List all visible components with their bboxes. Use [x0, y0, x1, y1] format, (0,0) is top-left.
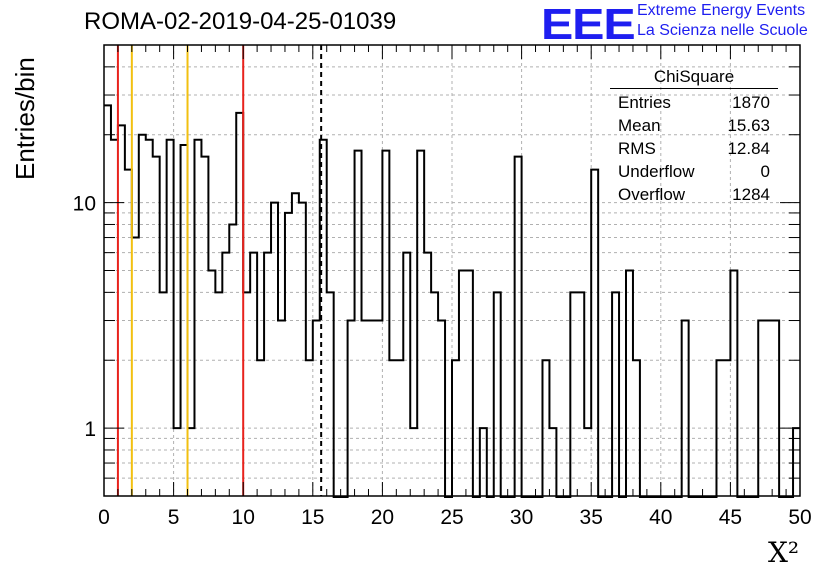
- histogram-bin: [222, 253, 229, 496]
- stats-value: 1870: [732, 93, 770, 112]
- histogram-bin: [208, 271, 215, 497]
- histogram-bin: [612, 292, 619, 496]
- x-tick-label: 15: [301, 506, 324, 529]
- x-tick-label: 10: [232, 506, 255, 529]
- histogram-bin: [125, 170, 132, 496]
- histogram-bin: [313, 321, 320, 496]
- x-tick-label: 40: [649, 506, 672, 529]
- eee-logo: EEE: [541, 0, 636, 49]
- stats-label: RMS: [618, 139, 656, 158]
- logo-caption-line1: Extreme Energy Events: [637, 2, 806, 19]
- axis-ticks: [103, 44, 801, 497]
- stats-title: ChiSquare: [610, 67, 778, 89]
- histogram-outline: [104, 104, 800, 498]
- histogram-series: [104, 104, 800, 498]
- histogram-bin: [250, 253, 257, 496]
- histogram-bin: [215, 292, 222, 496]
- histogram-bin: [278, 321, 285, 496]
- histogram-bin: [730, 271, 737, 497]
- x-tick-label: 25: [440, 506, 463, 529]
- stats-label: Entries: [618, 93, 671, 112]
- tick-labels: 0 5 10 15 20 25 30 35 40 45 50 1 10: [73, 193, 812, 529]
- x-tick-label: 5: [168, 506, 180, 529]
- stats-value: 0: [760, 162, 770, 181]
- stats-box: ChiSquare Entries 1870 Mean 15.63 RMS 12…: [610, 67, 778, 206]
- x-tick-label: 35: [580, 506, 603, 529]
- y-tick-label: 10: [73, 193, 96, 216]
- stats-row: RMS 12.84: [610, 137, 778, 160]
- histogram-bin: [494, 292, 501, 496]
- histogram-bin: [772, 321, 779, 496]
- histogram-bin: [104, 105, 111, 496]
- histogram-bin: [292, 193, 299, 496]
- histogram-bin: [459, 271, 466, 497]
- x-tick-label: 0: [98, 506, 110, 529]
- x-tick-label: 20: [371, 506, 394, 529]
- histogram-bin: [765, 321, 772, 496]
- histogram-bin: [153, 157, 160, 496]
- x-tick-label: 45: [719, 506, 742, 529]
- stats-row: Underflow 0: [610, 160, 778, 183]
- chart-title: ROMA-02-2019-04-25-01039: [84, 8, 397, 35]
- y-tick-label: 1: [84, 418, 96, 441]
- histogram-bin: [577, 292, 584, 496]
- histogram-bin: [758, 321, 765, 496]
- histogram-bin: [285, 213, 292, 496]
- stats-row: Mean 15.63: [610, 114, 778, 137]
- histogram-bin: [201, 157, 208, 496]
- stats-row: Entries 1870: [610, 91, 778, 114]
- histogram-bin: [146, 140, 153, 496]
- histogram-bin: [515, 157, 522, 496]
- histogram-bin: [438, 321, 445, 496]
- y-axis-label: Entries/bin: [10, 57, 40, 180]
- histogram-bin: [591, 170, 598, 496]
- histogram-bin: [362, 321, 369, 496]
- stats-row: Overflow 1284: [610, 183, 778, 206]
- x-tick-label: 30: [510, 506, 533, 529]
- stats-value: 15.63: [727, 116, 770, 135]
- histogram-bin: [160, 292, 167, 496]
- histogram-bin: [167, 140, 174, 496]
- histogram-bin: [118, 125, 125, 496]
- stats-label: Underflow: [618, 162, 695, 181]
- histogram-bin: [111, 140, 118, 496]
- histogram-bin: [424, 253, 431, 496]
- histogram-bin: [243, 292, 250, 496]
- stats-value: 1284: [732, 185, 770, 204]
- histogram-bin: [375, 321, 382, 496]
- stats-value: 12.84: [727, 139, 770, 158]
- reference-lines: [116, 45, 323, 496]
- histogram-bin: [431, 292, 438, 496]
- histogram-bin: [403, 253, 410, 496]
- logo-caption-line2: La Scienza nelle Scuole: [637, 22, 808, 39]
- histogram-bin: [139, 135, 146, 496]
- x-tick-label: 50: [788, 506, 811, 529]
- histogram-bin: [466, 271, 473, 497]
- histogram-bin: [327, 292, 334, 496]
- histogram-bin: [194, 140, 201, 496]
- histogram-bin: [348, 321, 355, 496]
- histogram-bin: [299, 203, 306, 496]
- histogram-bin: [264, 253, 271, 496]
- histogram-bin: [570, 292, 577, 496]
- histogram-bin: [682, 321, 689, 496]
- histogram-bin: [132, 238, 139, 496]
- histogram-bin: [368, 321, 375, 496]
- x-axis-label: X²: [768, 536, 800, 569]
- histogram-bin: [626, 271, 633, 497]
- stats-label: Overflow: [618, 185, 686, 204]
- stats-label: Mean: [618, 116, 661, 135]
- histogram-bin: [271, 203, 278, 496]
